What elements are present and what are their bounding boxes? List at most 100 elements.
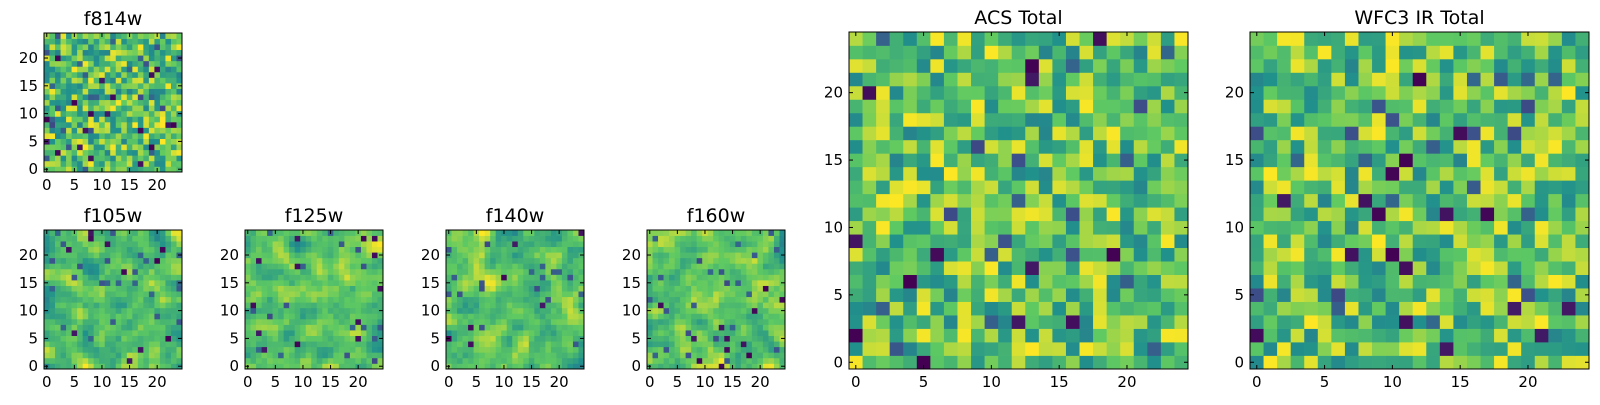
heatmap-cell <box>707 313 714 320</box>
heatmap-cell <box>44 38 50 45</box>
heatmap-cell <box>289 274 296 281</box>
heatmap-cell <box>115 296 122 303</box>
heatmap-cell <box>1385 180 1400 195</box>
heatmap-cell <box>137 127 144 134</box>
heatmap-cell <box>663 241 670 248</box>
heatmap-cell <box>245 302 251 309</box>
heatmap-cell <box>121 155 128 162</box>
heatmap-cell <box>1331 180 1346 195</box>
heatmap-cell <box>998 72 1013 87</box>
heatmap-cell <box>1093 274 1107 289</box>
heatmap-cell <box>457 235 463 242</box>
heatmap-cell <box>930 99 945 114</box>
heatmap-cell <box>355 307 362 314</box>
heatmap-cell <box>1106 220 1121 235</box>
heatmap-cell <box>1372 166 1386 181</box>
heatmap-cell <box>311 257 318 264</box>
heatmap-cell <box>451 268 458 275</box>
heatmap-cell <box>261 252 268 259</box>
heatmap-cell <box>462 296 469 303</box>
heatmap-cell <box>1548 274 1563 289</box>
heatmap-cell <box>462 246 469 253</box>
heatmap-cell <box>1250 355 1264 370</box>
heatmap-cell <box>1263 261 1278 275</box>
heatmap-cell <box>1507 166 1522 181</box>
y-tick-label: 5 <box>833 286 843 304</box>
heatmap-cell <box>762 302 769 309</box>
heatmap-cell <box>55 363 61 370</box>
heatmap-cell <box>115 66 122 73</box>
heatmap-cell <box>104 235 111 242</box>
heatmap-cell <box>137 155 144 162</box>
heatmap-cell <box>55 263 61 270</box>
heatmap-cell <box>93 274 100 281</box>
heatmap-cell <box>779 235 786 242</box>
heatmap-cell <box>779 285 786 292</box>
heatmap-cell <box>110 235 117 242</box>
heatmap-cell <box>272 274 279 281</box>
heatmap-cell <box>60 363 67 370</box>
heatmap-cell <box>148 230 155 236</box>
heatmap-cell <box>49 296 56 303</box>
heatmap-cell <box>82 121 89 128</box>
heatmap-cell <box>457 330 463 336</box>
heatmap-cell <box>366 285 373 292</box>
heatmap-cell <box>371 302 378 309</box>
heatmap-cell <box>1120 58 1135 73</box>
heatmap-cell <box>148 335 155 342</box>
heatmap-cell <box>1412 328 1427 343</box>
heatmap-cell <box>110 60 117 67</box>
heatmap-cell <box>862 261 877 275</box>
heatmap-cell <box>1358 274 1373 289</box>
heatmap-cell <box>159 99 166 106</box>
heatmap-cell <box>506 230 513 236</box>
heatmap-cell <box>1426 328 1441 343</box>
heatmap-cell <box>1534 32 1549 46</box>
heatmap-cell <box>44 105 50 112</box>
heatmap-cell <box>377 296 384 303</box>
heatmap-cell <box>669 246 675 253</box>
heatmap-cell <box>1065 72 1080 87</box>
heatmap-cell <box>1093 301 1107 316</box>
heatmap-cell <box>245 257 251 264</box>
heatmap-cell <box>757 291 764 298</box>
heatmap-cell <box>484 335 491 342</box>
heatmap-cell <box>876 274 891 289</box>
heatmap-cell <box>143 252 150 259</box>
heatmap-cell <box>916 247 931 262</box>
heatmap-cell <box>658 263 664 270</box>
heatmap-cell <box>1038 85 1053 100</box>
heatmap-cell <box>468 324 474 331</box>
heatmap-cell <box>652 291 659 298</box>
heatmap-cell <box>1160 45 1175 60</box>
heatmap-cell <box>143 138 150 145</box>
x-tick-label: 20 <box>751 373 770 391</box>
heatmap-cell <box>1263 315 1278 329</box>
heatmap-cell <box>1277 328 1292 343</box>
heatmap-cell <box>1494 220 1508 235</box>
heatmap-cell <box>110 105 117 112</box>
heatmap-cell <box>88 138 95 145</box>
heatmap-cell <box>674 274 681 281</box>
heatmap-cell <box>713 296 720 303</box>
heatmap-cell <box>278 235 284 242</box>
heatmap-cell <box>176 144 183 151</box>
heatmap-cell <box>115 160 122 167</box>
heatmap-cell <box>501 341 508 348</box>
heatmap-cell <box>506 263 513 270</box>
heatmap-cell <box>490 246 497 253</box>
heatmap-cell <box>1385 315 1400 329</box>
heatmap-cell <box>66 105 72 112</box>
heatmap-cell <box>1133 99 1148 114</box>
heatmap-cell <box>1358 126 1373 141</box>
heatmap-cell <box>862 99 877 114</box>
heatmap-cell <box>490 335 497 342</box>
heatmap-cell <box>457 313 463 320</box>
heatmap-cell <box>517 363 524 370</box>
heatmap-cell <box>943 193 958 208</box>
heatmap-cell <box>691 274 698 281</box>
heatmap-cell <box>1439 234 1454 249</box>
heatmap-cell <box>984 166 999 181</box>
heatmap-cell <box>305 357 312 364</box>
heatmap-cell <box>1480 328 1495 343</box>
